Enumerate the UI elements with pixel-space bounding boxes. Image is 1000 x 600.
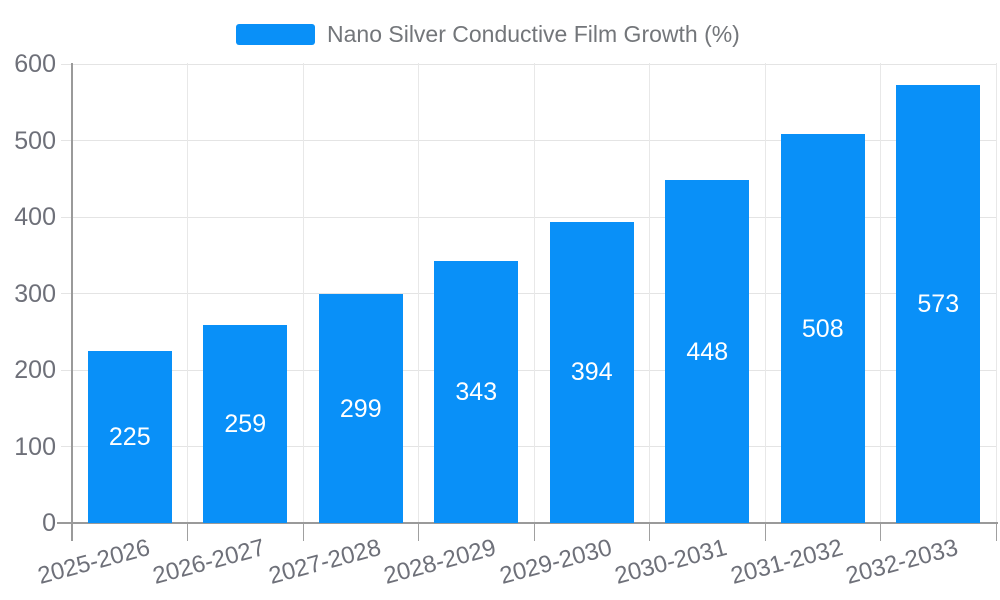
gridline-horizontal (61, 140, 996, 141)
y-tick-label: 200 (14, 356, 56, 384)
x-tick-label: 2030-2031 (612, 534, 731, 590)
bar[interactable] (434, 260, 519, 523)
gridline-horizontal (61, 369, 996, 371)
x-axis-tick (880, 523, 881, 541)
gridline-horizontal (61, 63, 996, 65)
y-axis-line (71, 63, 73, 541)
x-axis-tick (995, 523, 997, 541)
gridline-vertical (880, 63, 881, 523)
bar-value-label: 299 (339, 394, 382, 423)
x-axis-tick (764, 523, 766, 541)
x-tick-label: 2029-2030 (496, 534, 615, 590)
bar[interactable] (318, 294, 403, 523)
bar-value-label: 394 (570, 358, 613, 387)
gridline-vertical (995, 63, 997, 523)
bar[interactable] (665, 180, 750, 523)
x-tick-label: 2032-2033 (843, 534, 962, 590)
gridline-horizontal (61, 446, 996, 447)
bar[interactable] (203, 324, 288, 523)
bar-value-label: 508 (801, 314, 844, 343)
bar-value-label: 343 (455, 377, 498, 406)
gridline-vertical (302, 63, 304, 523)
bar-value-label: 225 (108, 422, 151, 451)
gridline-vertical (764, 63, 766, 523)
x-tick-label: 2026-2027 (150, 534, 269, 590)
gridline-vertical (533, 63, 535, 523)
x-axis-line (57, 522, 998, 524)
bar[interactable] (87, 350, 172, 523)
y-tick-label: 400 (14, 203, 56, 231)
y-tick-label: 600 (14, 50, 56, 78)
x-axis-tick (649, 523, 650, 541)
bar[interactable] (549, 221, 634, 523)
bar[interactable] (896, 84, 981, 523)
y-tick-label: 100 (14, 432, 56, 461)
y-tick-label: 300 (14, 279, 56, 308)
bar[interactable] (780, 134, 865, 523)
x-axis-tick (187, 523, 188, 541)
gridline-horizontal (61, 293, 996, 294)
legend[interactable]: Nano Silver Conductive Film Growth (%) (236, 21, 740, 48)
x-axis-tick (533, 523, 535, 541)
gridline-vertical (418, 63, 419, 523)
x-tick-label: 2028-2029 (381, 534, 500, 590)
legend-swatch (236, 24, 315, 45)
y-tick-label: 0 (42, 509, 56, 537)
legend-label: Nano Silver Conductive Film Growth (%) (327, 21, 740, 47)
bar-value-label: 259 (224, 409, 267, 438)
gridline-vertical (187, 63, 188, 523)
x-tick-label: 2031-2032 (727, 534, 846, 590)
bar-value-label: 573 (917, 289, 960, 318)
gridline-horizontal (61, 216, 996, 218)
x-axis-tick (302, 523, 304, 541)
x-tick-label: 2027-2028 (265, 534, 384, 590)
x-tick-label: 2025-2026 (34, 534, 153, 590)
bar-value-label: 448 (686, 337, 729, 366)
y-tick-label: 500 (14, 126, 56, 155)
gridline-vertical (649, 63, 650, 523)
x-axis-tick (418, 523, 419, 541)
